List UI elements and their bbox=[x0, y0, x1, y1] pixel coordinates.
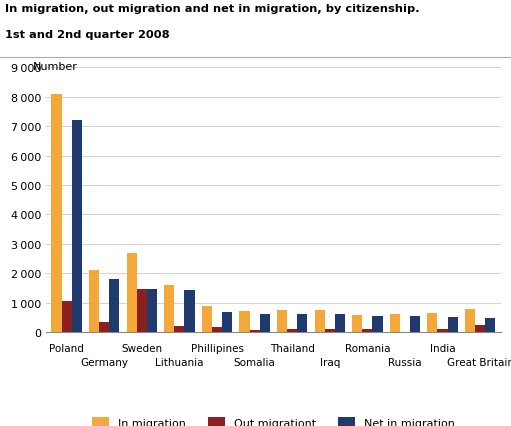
Bar bbox=[448, 317, 458, 332]
Text: Iraq: Iraq bbox=[319, 357, 340, 367]
Bar bbox=[315, 310, 324, 332]
Legend: In migration, Out migrationt, Net in migration: In migration, Out migrationt, Net in mig… bbox=[87, 412, 460, 426]
Bar bbox=[475, 325, 485, 332]
Bar bbox=[222, 312, 232, 332]
Bar bbox=[137, 290, 147, 332]
Bar bbox=[324, 330, 335, 332]
Text: 1st and 2nd quarter 2008: 1st and 2nd quarter 2008 bbox=[5, 30, 170, 40]
Text: Russia: Russia bbox=[388, 357, 422, 367]
Bar bbox=[373, 317, 383, 332]
Bar bbox=[109, 279, 120, 332]
Text: Poland: Poland bbox=[49, 343, 84, 353]
Text: Sweden: Sweden bbox=[121, 343, 162, 353]
Text: Thailand: Thailand bbox=[270, 343, 315, 353]
Bar bbox=[260, 314, 270, 332]
Bar bbox=[239, 312, 249, 332]
Bar bbox=[184, 290, 195, 332]
Bar bbox=[174, 326, 184, 332]
Bar bbox=[127, 253, 137, 332]
Text: Romania: Romania bbox=[344, 343, 390, 353]
Bar bbox=[410, 317, 420, 332]
Bar bbox=[437, 329, 448, 332]
Text: In migration, out migration and net in migration, by citizenship.: In migration, out migration and net in m… bbox=[5, 4, 420, 14]
Bar bbox=[249, 330, 260, 332]
Bar bbox=[99, 322, 109, 332]
Text: Phillipines: Phillipines bbox=[191, 343, 244, 353]
Text: Germany: Germany bbox=[80, 357, 128, 367]
Bar bbox=[52, 95, 62, 332]
Text: India: India bbox=[430, 343, 455, 353]
Bar bbox=[335, 314, 345, 332]
Bar bbox=[212, 327, 222, 332]
Bar bbox=[89, 271, 99, 332]
Bar bbox=[287, 330, 297, 332]
Text: Great Britain: Great Britain bbox=[447, 357, 511, 367]
Bar bbox=[362, 329, 373, 332]
Bar bbox=[147, 290, 157, 332]
Text: Somalia: Somalia bbox=[234, 357, 275, 367]
Bar bbox=[297, 314, 308, 332]
Bar bbox=[427, 313, 437, 332]
Bar bbox=[277, 310, 287, 332]
Bar bbox=[202, 306, 212, 332]
Bar bbox=[352, 315, 362, 332]
Bar bbox=[62, 302, 72, 332]
Bar bbox=[465, 309, 475, 332]
Bar bbox=[164, 285, 174, 332]
Bar bbox=[72, 121, 82, 332]
Bar bbox=[485, 318, 495, 332]
Bar bbox=[390, 314, 400, 332]
Text: Lithuania: Lithuania bbox=[155, 357, 204, 367]
Text: Number: Number bbox=[33, 62, 78, 72]
